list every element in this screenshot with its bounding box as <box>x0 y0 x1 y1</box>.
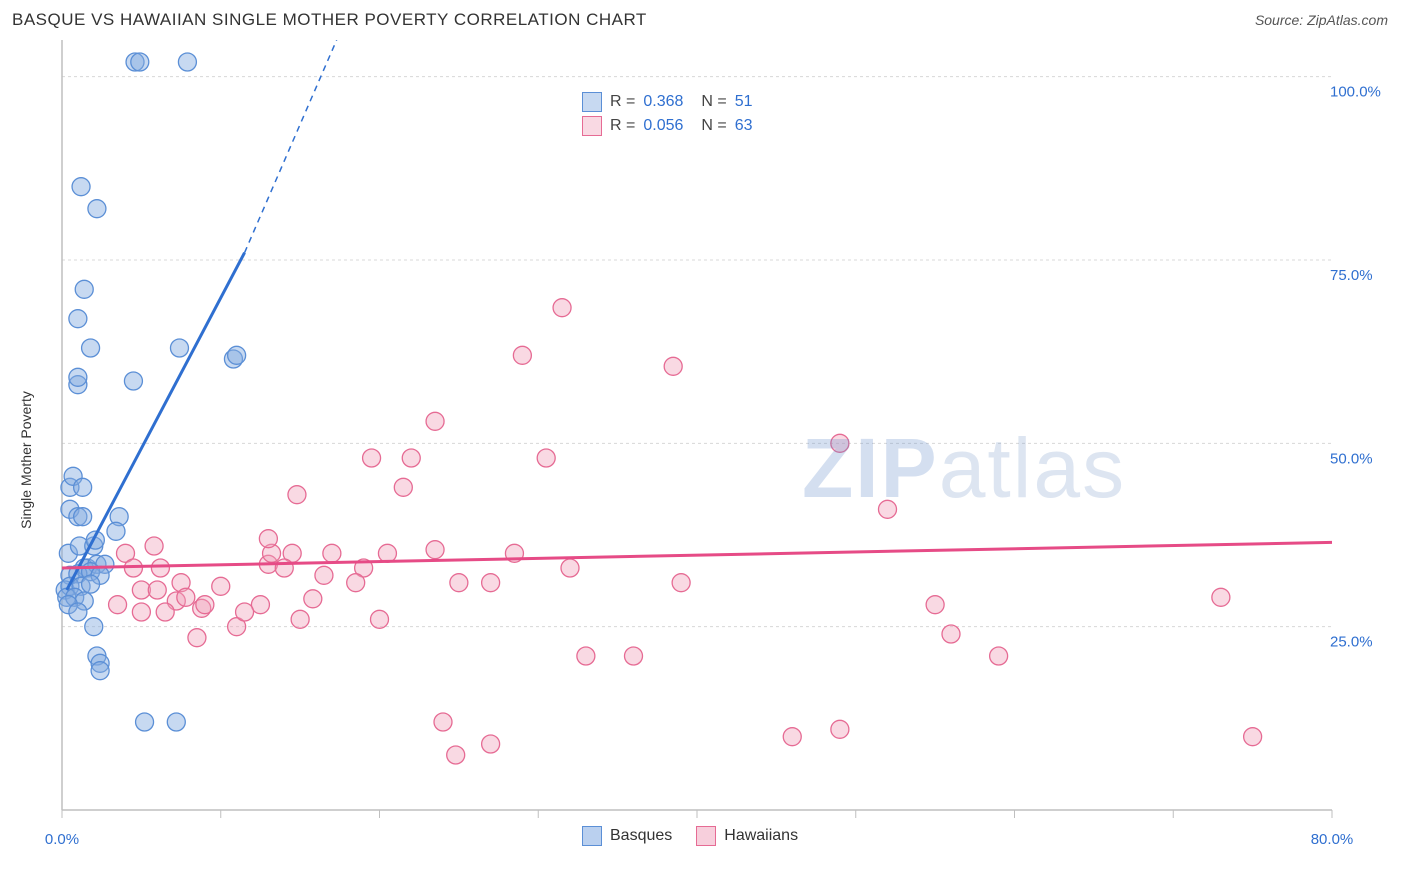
series-legend-item: Hawaiians <box>696 826 798 846</box>
legend-row: R = 0.056 N = 63 <box>582 116 753 136</box>
legend-swatch <box>582 826 602 846</box>
series-legend: Basques Hawaiians <box>582 826 798 846</box>
chart-title: BASQUE VS HAWAIIAN SINGLE MOTHER POVERTY… <box>12 10 647 30</box>
series-legend-item: Basques <box>582 826 672 846</box>
legend-swatch <box>582 116 602 136</box>
svg-text:75.0%: 75.0% <box>1330 267 1373 284</box>
legend-n-value: 51 <box>735 93 753 111</box>
legend-row: R = 0.368 N = 51 <box>582 92 753 112</box>
svg-text:100.0%: 100.0% <box>1330 84 1381 101</box>
legend-r-value: 0.368 <box>643 93 683 111</box>
legend-n-value: 63 <box>735 117 753 135</box>
svg-text:0.0%: 0.0% <box>45 831 79 848</box>
source-label: Source: ZipAtlas.com <box>1255 12 1388 28</box>
chart-area: Single Mother Poverty 25.0% 50.0% 75.0% 100… <box>12 40 1394 880</box>
legend-r-label: R = <box>610 117 635 135</box>
svg-text:50.0%: 50.0% <box>1330 450 1373 467</box>
legend-swatch <box>582 92 602 112</box>
legend-n-label: N = <box>701 117 726 135</box>
series-name: Basques <box>610 827 672 845</box>
legend-swatch <box>696 826 716 846</box>
series-name: Hawaiians <box>724 827 798 845</box>
legend-n-label: N = <box>701 93 726 111</box>
y-axis-label: Single Mother Poverty <box>18 391 34 529</box>
correlation-legend: R = 0.368 N = 51 R = 0.056 N = 63 <box>582 92 753 136</box>
legend-r-label: R = <box>610 93 635 111</box>
svg-text:25.0%: 25.0% <box>1330 634 1373 651</box>
svg-text:80.0%: 80.0% <box>1311 831 1354 848</box>
scatter-plot: 25.0% 50.0% 75.0% 100.0% 0.0% 80.0% <box>12 40 1392 880</box>
legend-r-value: 0.056 <box>643 117 683 135</box>
